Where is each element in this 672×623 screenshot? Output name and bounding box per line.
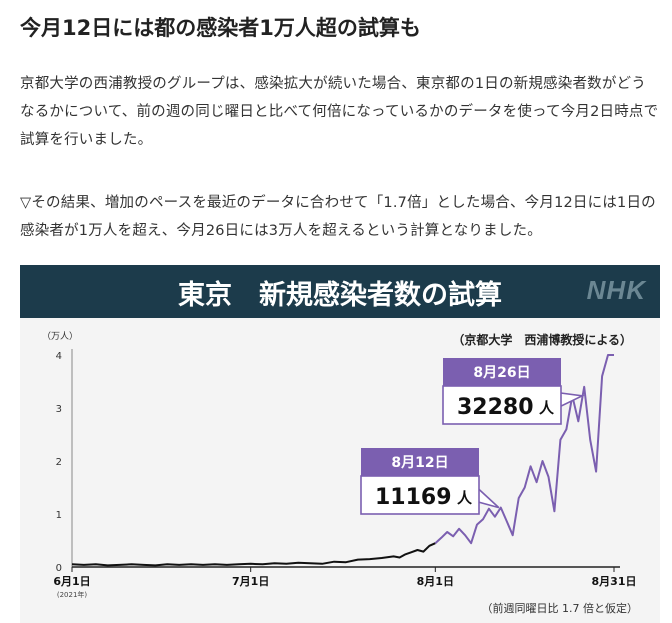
- chart-title: 東京 新規感染者数の試算: [178, 280, 502, 311]
- nhk-logo: NHK: [586, 275, 646, 305]
- callout-body: [442, 385, 562, 425]
- y-tick-label: 3: [56, 404, 62, 415]
- y-axis-label: （万人）: [42, 331, 78, 342]
- chart-footnote: （前週同曜日比 1.7 倍と仮定）: [482, 601, 639, 615]
- x-tick-label: 8月31日: [592, 575, 637, 588]
- x-tick-label: 7月1日: [232, 575, 269, 588]
- y-tick-label: 1: [56, 510, 62, 521]
- y-tick-label: 2: [56, 457, 62, 468]
- callout-value: 32280: [457, 395, 534, 420]
- actual-cases-line: [71, 542, 436, 567]
- callout-value: 11169: [375, 485, 452, 510]
- callout-date: 8月12日: [391, 455, 448, 471]
- article-headline: 今月12日には都の感染者1万人超の試算も: [20, 16, 421, 40]
- projected-cases-line: [434, 354, 614, 545]
- y-tick-label: 0: [56, 563, 62, 574]
- x-tick-label: 6月1日: [53, 575, 90, 588]
- chart-header: 東京 新規感染者数の試算 NHK: [20, 265, 660, 318]
- x-tick-label: 8月1日: [417, 575, 454, 588]
- callout-header: [361, 448, 479, 476]
- chart-source: （京都大学 西浦博教授による）: [452, 332, 632, 347]
- x-tick-sublabel: (2021年): [57, 590, 88, 599]
- callout-body: [360, 475, 480, 515]
- callout-header: [443, 358, 561, 386]
- callout-unit: 人: [539, 399, 555, 417]
- article-paragraph-1: 京都大学の西浦教授のグループは、感染拡大が続いた場合、東京都の1日の新規感染者数…: [20, 76, 659, 148]
- article-paragraph-2: ▽その結果、増加のペースを最近のデータに合わせて「1.7倍」とした場合、今月12…: [20, 195, 656, 239]
- chart-figure: 東京 新規感染者数の試算 NHK （万人） （京都大学 西浦博教授による） （前週同…: [20, 265, 660, 623]
- y-tick-label: 4: [56, 351, 62, 362]
- chart-plot: （万人） （京都大学 西浦博教授による） （前週同曜日比 1.7 倍と仮定） 0 1 2 3…: [42, 331, 639, 615]
- callout-unit: 人: [457, 489, 473, 507]
- callout-date: 8月26日: [473, 365, 530, 381]
